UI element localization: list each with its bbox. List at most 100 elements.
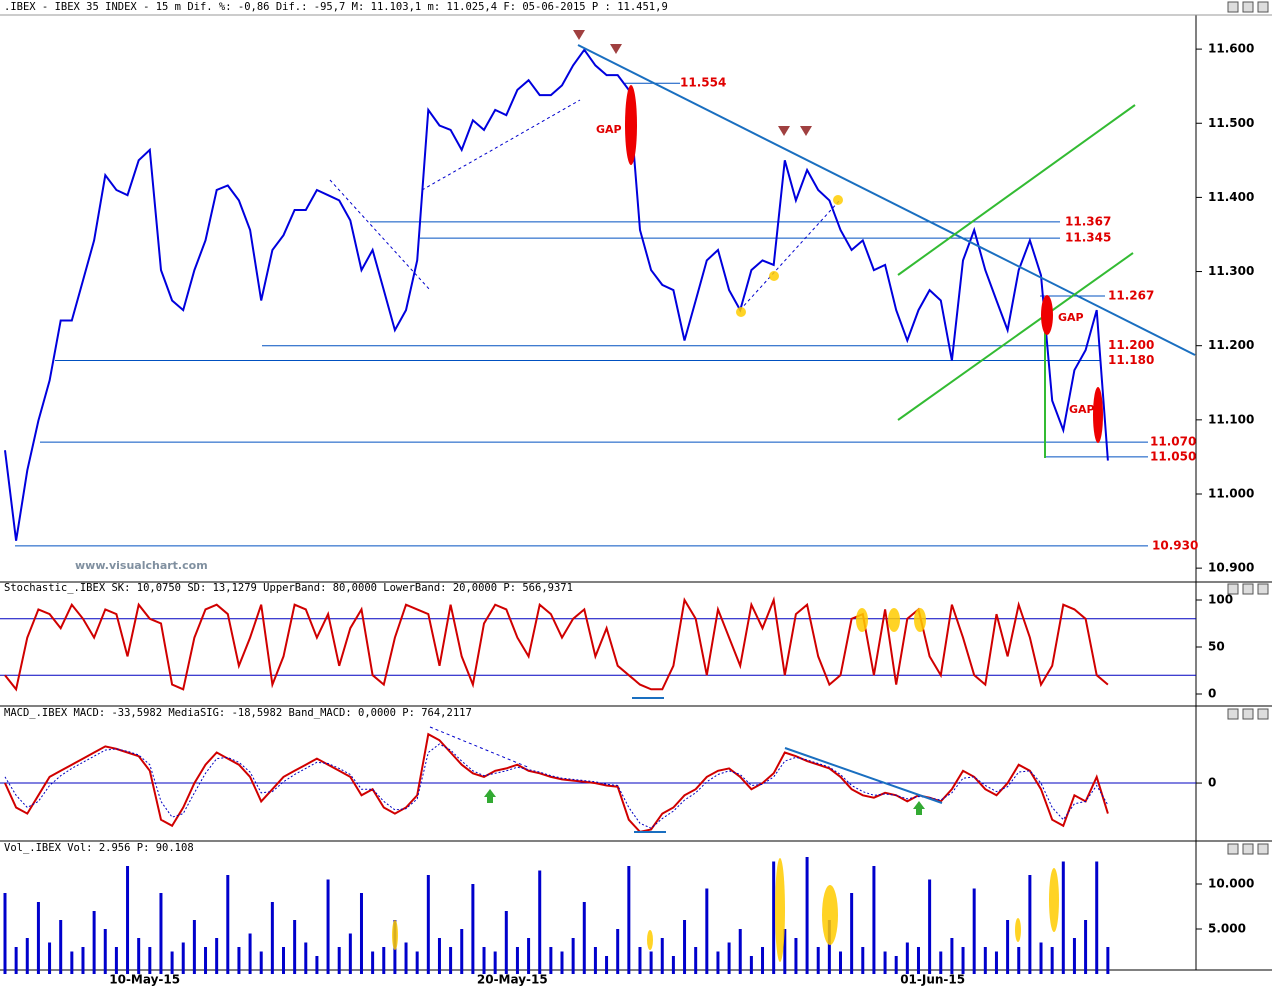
- bar: [404, 942, 408, 974]
- bar: [415, 951, 419, 974]
- bar: [170, 951, 174, 974]
- bar: [493, 951, 497, 974]
- y-tick-label: 11.500: [1208, 116, 1254, 130]
- bar: [270, 902, 274, 974]
- level-label: 11.070: [1150, 435, 1196, 449]
- bar: [816, 947, 820, 974]
- bar: [304, 942, 308, 974]
- bar: [337, 947, 341, 974]
- level-label: 11.554: [680, 76, 726, 90]
- bar: [916, 947, 920, 974]
- bar: [538, 870, 542, 974]
- bar: [137, 938, 141, 974]
- arrows: [484, 30, 925, 815]
- bar: [850, 893, 854, 974]
- bar: [237, 947, 241, 974]
- y-tick-label: 5.000: [1208, 922, 1246, 936]
- bar: [894, 956, 898, 974]
- bar: [772, 861, 776, 974]
- bar: [1084, 920, 1088, 974]
- bar: [148, 947, 152, 974]
- x-tick-label: 20-May-15: [477, 973, 548, 987]
- bar: [293, 920, 297, 974]
- bar: [14, 947, 18, 974]
- bar: [426, 875, 430, 974]
- bar: [315, 956, 319, 974]
- bar: [1050, 947, 1054, 974]
- level-label: 11.267: [1108, 289, 1154, 303]
- bar: [1072, 938, 1076, 974]
- bar: [282, 947, 285, 974]
- bar: [705, 888, 709, 974]
- bar: [1106, 947, 1110, 974]
- bar: [950, 938, 954, 974]
- series-line: [4, 48, 1109, 541]
- annotation: GAP: [596, 123, 622, 136]
- x-tick-label: 01-Jun-15: [900, 973, 965, 987]
- bar: [783, 929, 787, 974]
- bar: [126, 866, 130, 974]
- bar: [515, 947, 519, 974]
- bar: [1061, 861, 1065, 974]
- level-label: 11.050: [1150, 449, 1196, 463]
- bar: [114, 947, 118, 974]
- y-tick-label: 100: [1208, 593, 1233, 607]
- series-line: [4, 743, 1109, 829]
- y-tick-label: 50: [1208, 640, 1225, 654]
- annotation: GAP: [1069, 403, 1095, 416]
- bar: [549, 947, 553, 974]
- y-tick-label: 0: [1208, 687, 1216, 701]
- bar: [649, 951, 653, 974]
- bar: [25, 938, 29, 974]
- bar: [616, 929, 620, 974]
- bar: [359, 893, 363, 974]
- level-label: 11.367: [1065, 214, 1111, 228]
- bar: [638, 947, 642, 974]
- bar: [582, 902, 586, 974]
- bar: [794, 938, 798, 974]
- panel-header: Vol_.IBEX Vol: 2.956 P: 90.108: [4, 842, 194, 854]
- bar: [192, 920, 196, 974]
- gap-markers: [625, 85, 1103, 443]
- bar: [92, 911, 96, 974]
- bar: [972, 888, 976, 974]
- y-tick-label: 11.100: [1208, 412, 1254, 426]
- bar: [159, 893, 163, 974]
- frames: [0, 14, 1272, 971]
- bar: [827, 920, 831, 974]
- bar: [3, 893, 7, 974]
- bar: [36, 902, 40, 974]
- y-tick-label: 11.400: [1208, 190, 1254, 204]
- y-tick-label: 10.000: [1208, 877, 1254, 891]
- bar: [994, 951, 998, 974]
- bar: [593, 947, 597, 974]
- bar: [761, 947, 765, 974]
- bar: [716, 951, 720, 974]
- level-label: 11.345: [1065, 231, 1111, 245]
- bar: [1006, 920, 1010, 974]
- bar: [738, 929, 742, 974]
- y-tick-label: 11.200: [1208, 338, 1254, 352]
- x-tick-label: 10-May-15: [109, 973, 180, 987]
- bar: [59, 920, 63, 974]
- panel-header: .IBEX - IBEX 35 INDEX - 15 m Dif. %: -0,…: [4, 1, 668, 13]
- bar: [527, 938, 531, 974]
- bar: [1017, 947, 1021, 974]
- bar: [482, 947, 486, 974]
- watermark: www.visualchart.com: [75, 559, 208, 572]
- bar: [560, 951, 564, 974]
- level-label: 11.180: [1108, 353, 1154, 367]
- y-tick-label: 10.900: [1208, 561, 1254, 575]
- bar: [181, 942, 185, 974]
- bar: [805, 857, 809, 974]
- bar: [883, 951, 887, 974]
- bar: [939, 951, 943, 974]
- bar: [48, 942, 52, 974]
- level-label: 11.200: [1108, 338, 1154, 352]
- window-buttons[interactable]: [1227, 1, 1269, 855]
- bar: [248, 933, 252, 974]
- bar: [961, 947, 965, 974]
- bar: [839, 951, 842, 974]
